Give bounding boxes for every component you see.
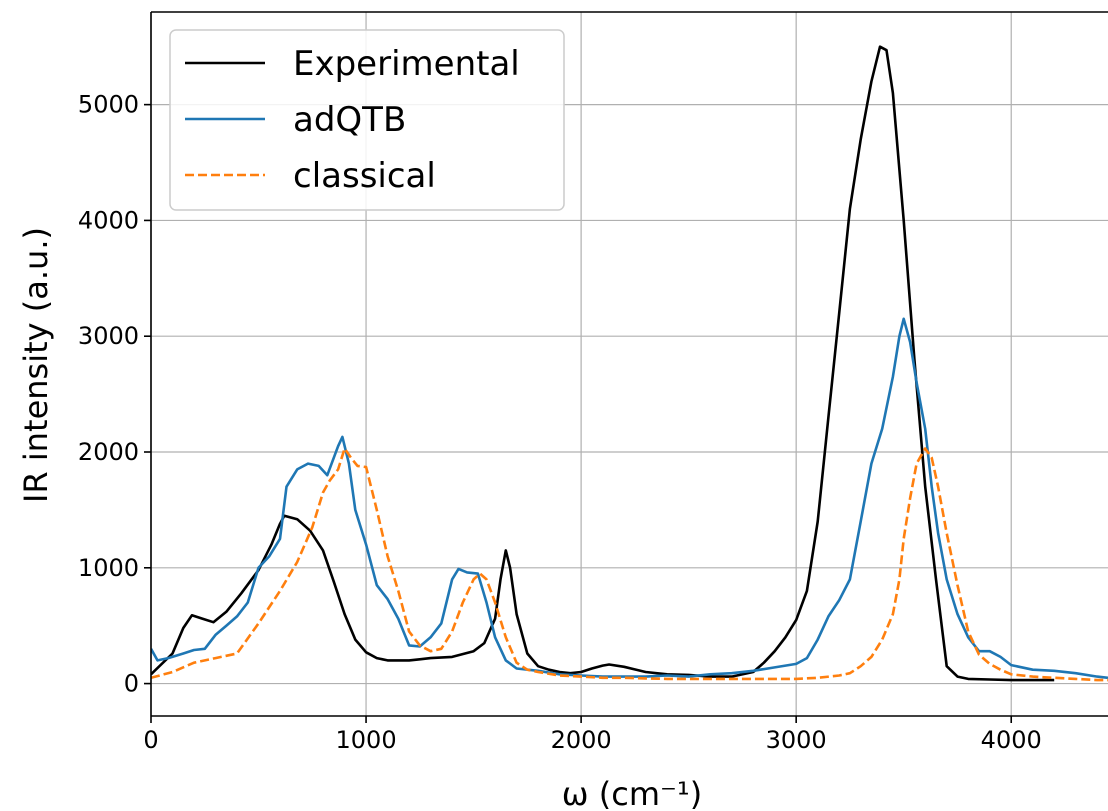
y-tick-label: 3000 [78, 322, 139, 350]
series-line-adqtb [151, 317, 1108, 680]
legend-label-classical: classical [293, 156, 436, 196]
x-tick-label: 1000 [336, 726, 397, 754]
series-line-classical [151, 447, 1108, 682]
legend-label-adqtb: adQTB [293, 100, 406, 140]
legend: Experimental adQTB classical [169, 29, 565, 211]
y-tick-label: 4000 [78, 206, 139, 234]
x-tick-label: 3000 [766, 726, 827, 754]
y-axis-label: IR intensity (a.u.) [17, 227, 55, 503]
y-tick-label: 5000 [78, 91, 139, 119]
x-axis-label: ω (cm⁻¹) [562, 775, 702, 811]
plot-lines [151, 45, 1108, 682]
x-tick-label: 0 [143, 726, 158, 754]
axes [150, 11, 1108, 717]
x-tick-label: 4000 [981, 726, 1042, 754]
y-ticks: 0 1000 2000 3000 4000 5000 [78, 91, 151, 698]
x-ticks: 0 1000 2000 3000 4000 [143, 716, 1042, 754]
legend-frame [169, 29, 565, 211]
series-line-experimental [151, 45, 1055, 682]
legend-label-experimental: Experimental [293, 44, 520, 84]
y-tick-label: 0 [124, 670, 139, 698]
y-tick-label: 1000 [78, 554, 139, 582]
y-tick-label: 2000 [78, 438, 139, 466]
x-tick-label: 2000 [551, 726, 612, 754]
